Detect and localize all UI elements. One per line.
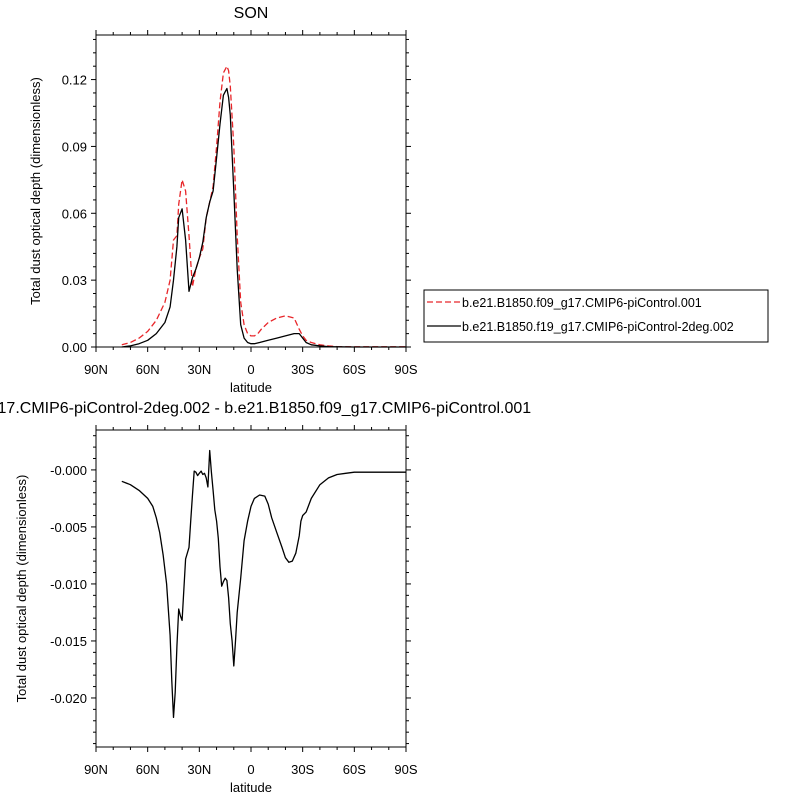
x-tick-label: 90S [394, 362, 417, 377]
x-tick-label: 0 [247, 362, 254, 377]
x-axis-label: latitude [230, 380, 272, 395]
legend-box [423, 289, 769, 343]
x-tick-label: 30S [291, 362, 314, 377]
chart-title: 9_g17.CMIP6-piControl-2deg.002 - b.e21.B… [0, 400, 531, 417]
x-tick-label: 60S [343, 762, 366, 777]
y-tick-label: -0.010 [50, 577, 87, 592]
x-tick-label: 60N [136, 762, 160, 777]
y-tick-label: 0.06 [62, 206, 87, 221]
chart-title: SON [234, 5, 269, 22]
x-tick-label: 30S [291, 762, 314, 777]
x-axis-label: latitude [230, 780, 272, 795]
y-tick-label: -0.005 [50, 520, 87, 535]
y-tick-label: 0.09 [62, 139, 87, 154]
x-tick-label: 90S [394, 762, 417, 777]
series-line-1 [121, 87, 406, 348]
series-line-0 [121, 449, 406, 719]
y-tick-label: 0.12 [62, 73, 87, 88]
x-tick-label: 60N [136, 362, 160, 377]
plot-frame [95, 34, 407, 348]
legend-label-1: b.e21.B1850.f19_g17.CMIP6-piControl-2deg… [462, 320, 734, 334]
top-panel: SON 90N 60N 30N 0 30S 60S 90S 0.00 0.03 0.06 0.09 0.… [28, 5, 769, 395]
plot-frame [95, 429, 407, 748]
x-tick-label: 30N [187, 762, 211, 777]
y-tick-label: -0.020 [50, 691, 87, 706]
x-tick-label: 0 [247, 762, 254, 777]
legend: b.e21.B1850.f09_g17.CMIP6-piControl.001b… [423, 289, 769, 343]
x-tick-label: 60S [343, 362, 366, 377]
y-tick-label: -0.015 [50, 634, 87, 649]
y-tick-label: -0.000 [50, 463, 87, 478]
y-axis-label: Total dust optical depth (dimensionless) [28, 77, 43, 305]
y-tick-label: 0.00 [62, 340, 87, 355]
y-tick-label: 0.03 [62, 273, 87, 288]
difference-panel: 9_g17.CMIP6-piControl-2deg.002 - b.e21.B… [0, 400, 531, 795]
x-tick-label: 30N [187, 362, 211, 377]
series-line-0 [121, 65, 406, 348]
x-tick-label: 90N [84, 362, 108, 377]
legend-label-0: b.e21.B1850.f09_g17.CMIP6-piControl.001 [462, 296, 702, 310]
y-axis-label: Total dust optical depth (dimensionless) [14, 475, 29, 703]
x-tick-label: 90N [84, 762, 108, 777]
